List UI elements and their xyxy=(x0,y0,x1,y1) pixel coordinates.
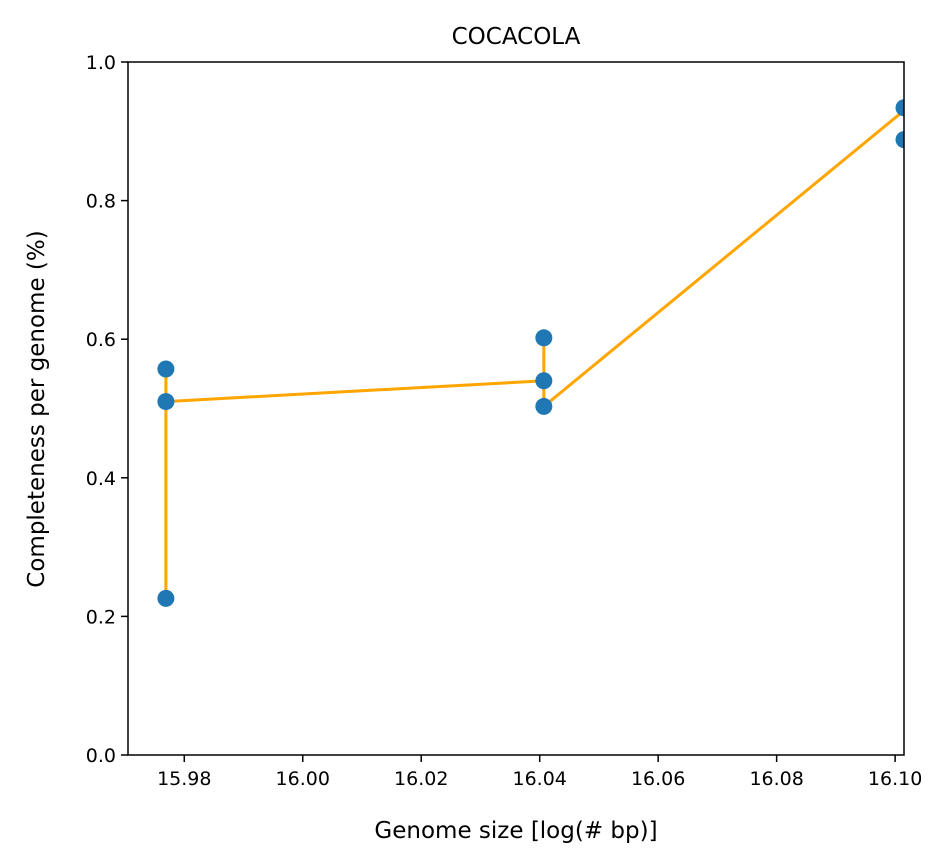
data-point xyxy=(157,393,175,411)
x-axis-label: Genome size [log(# bp)] xyxy=(374,818,657,844)
chart-title: COCACOLA xyxy=(452,24,581,50)
x-tick-label: 16.10 xyxy=(868,768,922,790)
data-point xyxy=(535,397,553,415)
data-point xyxy=(535,372,553,390)
data-point xyxy=(157,589,175,607)
y-tick-label: 0.6 xyxy=(86,329,116,351)
y-tick-label: 0.4 xyxy=(86,468,116,490)
x-tick-label: 16.00 xyxy=(276,768,330,790)
y-tick-label: 1.0 xyxy=(86,52,116,74)
y-tick-label: 0.2 xyxy=(86,606,116,628)
plot-frame xyxy=(127,61,905,756)
data-point xyxy=(895,99,904,117)
x-tick-label: 16.08 xyxy=(749,768,803,790)
data-point xyxy=(895,131,904,149)
x-tick-label: 16.04 xyxy=(512,768,566,790)
y-axis-label: Completeness per genome (%) xyxy=(24,230,50,587)
y-tick-label: 0.8 xyxy=(86,191,116,213)
data-points-layer xyxy=(157,99,904,607)
x-tick-label: 16.02 xyxy=(394,768,448,790)
x-axis-ticks: 15.98 16.00 16.02 16.04 16.06 16.08 16.10 xyxy=(157,755,922,790)
data-point xyxy=(535,329,553,347)
x-tick-label: 16.06 xyxy=(631,768,685,790)
y-tick-label: 0.0 xyxy=(86,745,116,767)
y-axis-ticks: 0.0 0.2 0.4 0.6 0.8 1.0 xyxy=(86,52,128,767)
data-point xyxy=(157,360,175,378)
x-tick-label: 15.98 xyxy=(157,768,211,790)
